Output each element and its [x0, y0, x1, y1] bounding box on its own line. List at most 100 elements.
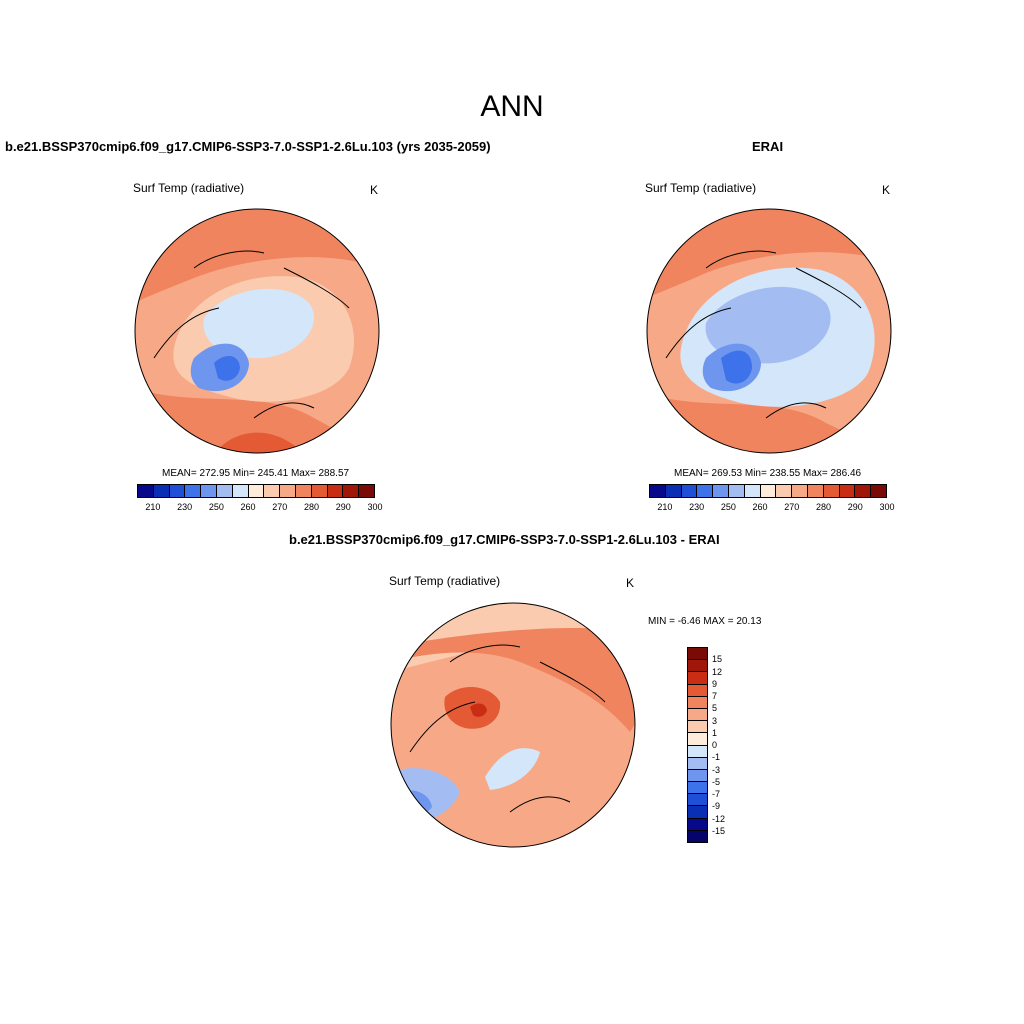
diff-colorbar-swatch	[688, 745, 707, 758]
diff-colorbar-tick-label: -9	[712, 801, 721, 812]
ref-colorbar-swatch	[681, 485, 698, 497]
test-colorbar-tick-label: 210	[145, 502, 161, 512]
test-colorbar-swatch	[280, 485, 296, 497]
test-colorbar-tick-label: 260	[240, 502, 256, 512]
diff-colorbar-tick-label: 9	[712, 678, 718, 689]
ref-colorbar-tick-label: 250	[720, 502, 736, 512]
figure-title: ANN	[480, 90, 544, 123]
diff-colorbar-tick-label: 12	[712, 666, 723, 677]
diff-colorbar-tick-label: 5	[712, 703, 718, 714]
test-polar-map	[134, 208, 380, 454]
test-colorbar-swatch	[138, 485, 154, 497]
diff-colorbar-tick-label: -15	[712, 825, 726, 836]
diff-units-label: K	[626, 576, 635, 590]
ref-colorbar-swatch	[665, 485, 682, 497]
test-colorbar-swatch	[311, 485, 328, 497]
diff-colorbar-swatch	[688, 696, 707, 709]
ref-colorbar-swatch	[871, 485, 886, 497]
diff-colorbar-tick-label: 15	[712, 654, 723, 665]
diff-contour-negative-east	[485, 748, 540, 790]
diff-colorbar-swatch	[688, 818, 707, 831]
test-stats-text: MEAN= 272.95 Min= 245.41 Max= 288.57	[162, 468, 350, 479]
ref-map-border	[646, 208, 892, 454]
diff-colorbar-tick-label: -5	[712, 776, 721, 787]
ref-colorbar-swatch	[855, 485, 872, 497]
ref-colorbar-swatch	[792, 485, 808, 497]
test-colorbar	[137, 484, 375, 498]
ref-colorbar-tick-label: 270	[784, 502, 800, 512]
test-colorbar-tick-label: 280	[304, 502, 320, 512]
test-colorbar-swatch	[248, 485, 265, 497]
ref-colorbar-swatch	[823, 485, 840, 497]
diff-colorbar-swatch	[688, 721, 707, 734]
ref-colorbar-swatch	[807, 485, 824, 497]
ref-colorbar-tick-label: 260	[752, 502, 768, 512]
diff-colorbar-swatch	[688, 660, 707, 673]
test-colorbar-swatch	[232, 485, 249, 497]
test-colorbar-swatch	[327, 485, 344, 497]
test-colorbar-swatch	[264, 485, 281, 497]
test-colorbar-swatch	[295, 485, 312, 497]
ref-colorbar-swatch	[776, 485, 793, 497]
diff-colorbar-tick-label: 0	[712, 740, 718, 750]
diff-polar-map	[390, 602, 636, 848]
ref-units-label: K	[882, 183, 891, 197]
test-colorbar-tick-label: 270	[272, 502, 288, 512]
ref-colorbar-swatch	[728, 485, 745, 497]
ref-colorbar-tick-label: 290	[847, 502, 863, 512]
diff-map-border	[390, 602, 636, 848]
test-case-title: b.e21.BSSP370cmip6.f09_g17.CMIP6-SSP3-7.…	[5, 139, 491, 154]
diff-colorbar-swatch	[688, 708, 707, 722]
diff-case-title: b.e21.BSSP370cmip6.f09_g17.CMIP6-SSP3-7.…	[289, 532, 720, 547]
ref-colorbar-ticks: 210 230 250 260 270 280 290 300	[649, 502, 894, 514]
diff-stats-text: MIN = -6.46 MAX = 20.13	[648, 616, 762, 627]
diff-coastlines	[409, 644, 606, 813]
diff-colorbar-tick-label: 1	[712, 727, 718, 738]
ref-colorbar-tick-label: 300	[879, 502, 895, 512]
ref-colorbar-tick-label: 230	[689, 502, 705, 512]
diff-colorbar-swatch	[688, 806, 707, 819]
test-colorbar-tick-label: 300	[367, 502, 383, 512]
ref-colorbar-swatch	[697, 485, 714, 497]
diff-variable-label: Surf Temp (radiative)	[389, 574, 501, 588]
diff-colorbar-tick-label: 3	[712, 715, 718, 726]
ref-case-title: ERAI	[752, 139, 784, 154]
test-contour-cool	[203, 288, 314, 359]
diff-colorbar-swatch	[688, 672, 707, 685]
ref-colorbar-swatch	[713, 485, 729, 497]
test-colorbar-tick-label: 250	[208, 502, 224, 512]
diff-colorbar-tick-label: -12	[712, 813, 726, 824]
ref-stats-text: MEAN= 269.53 Min= 238.55 Max= 286.46	[674, 468, 862, 479]
test-colorbar-swatch	[153, 485, 170, 497]
ref-colorbar-swatch	[744, 485, 761, 497]
diff-colorbar	[687, 647, 708, 843]
test-colorbar-swatch	[216, 485, 233, 497]
test-contour-coldest	[214, 356, 240, 381]
diff-colorbar-swatch	[688, 830, 707, 842]
diff-colorbar-swatch	[688, 782, 707, 795]
test-colorbar-swatch	[343, 485, 360, 497]
diff-colorbar-tick-label: -3	[712, 764, 721, 775]
ref-colorbar-tick-label: 280	[816, 502, 832, 512]
diff-colorbar-swatch	[688, 684, 707, 697]
ref-colorbar-swatch	[760, 485, 777, 497]
test-colorbar-tick-label: 230	[177, 502, 193, 512]
diff-colorbar-ticks: 15 12 9 7 5 3 1 0 -1 -3 -5 -7 -9 -12 -15	[712, 647, 742, 843]
test-coastlines	[153, 250, 350, 419]
test-contour-hot	[214, 432, 304, 453]
ref-contour-warm-north	[647, 209, 891, 298]
test-variable-label: Surf Temp (radiative)	[133, 181, 245, 195]
test-colorbar-swatch	[185, 485, 202, 497]
test-map-border	[134, 208, 380, 454]
test-colorbar-swatch	[201, 485, 217, 497]
ref-colorbar	[649, 484, 887, 498]
diff-colorbar-tick-label: -7	[712, 789, 721, 799]
test-contour-warm-north	[135, 209, 379, 303]
diff-contour-moderate-positive	[391, 628, 635, 732]
diff-colorbar-swatch	[688, 733, 707, 746]
test-colorbar-swatch	[359, 485, 374, 497]
test-colorbar-tick-label: 290	[335, 502, 351, 512]
test-units-label: K	[370, 183, 379, 197]
ref-colorbar-swatch	[839, 485, 856, 497]
ref-colorbar-swatch	[650, 485, 666, 497]
